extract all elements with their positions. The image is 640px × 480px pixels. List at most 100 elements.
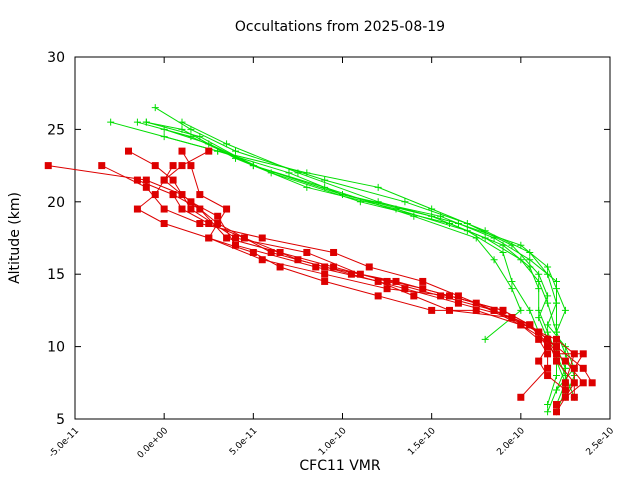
x-tick-label: 1.5e-10 <box>406 426 438 458</box>
data-point <box>151 162 159 170</box>
data-point <box>454 220 462 228</box>
data-point <box>303 248 311 256</box>
x-tick-label: 0.0e+00 <box>136 426 171 461</box>
data-point <box>401 285 409 293</box>
red-profile-series <box>133 176 587 401</box>
data-point <box>526 263 534 271</box>
data-point <box>401 198 409 206</box>
data-point <box>508 285 516 293</box>
y-tick-label: 10 <box>47 340 65 356</box>
data-point <box>570 393 578 401</box>
data-point <box>419 285 427 293</box>
data-point <box>553 299 560 307</box>
data-point <box>178 118 186 126</box>
data-point <box>544 401 552 409</box>
green-profile-series <box>142 118 578 401</box>
data-point <box>526 256 534 264</box>
data-point <box>535 357 543 365</box>
data-point <box>535 306 543 314</box>
data-point <box>535 314 543 322</box>
data-point <box>454 292 462 300</box>
data-point <box>187 133 195 141</box>
data-point <box>356 198 364 206</box>
data-point <box>561 306 569 314</box>
y-tick-label: 20 <box>47 195 65 211</box>
data-point <box>249 162 257 170</box>
data-point <box>374 198 382 206</box>
data-point <box>472 234 480 242</box>
data-point <box>294 256 302 264</box>
data-point <box>553 328 560 336</box>
data-point <box>365 263 373 271</box>
data-point <box>535 270 543 278</box>
data-point <box>214 212 222 220</box>
data-point <box>544 343 552 351</box>
data-point <box>178 125 186 133</box>
data-point <box>472 306 480 314</box>
data-point <box>553 372 560 380</box>
x-tick-label: 2.5e-10 <box>585 426 617 458</box>
green-profile-series <box>133 118 525 343</box>
data-point <box>490 306 498 314</box>
series-line <box>137 121 522 340</box>
data-point <box>258 234 266 242</box>
data-point <box>205 220 213 228</box>
series-line <box>146 121 566 391</box>
x-axis: -5.0e-11 0.0e+00 5.0e-11 1.0e-10 1.5e-10 2.0e… <box>47 57 616 461</box>
data-point <box>561 364 569 372</box>
data-point <box>544 364 552 372</box>
data-point <box>98 162 106 170</box>
data-point <box>544 263 552 271</box>
data-point <box>214 147 222 155</box>
data-point <box>517 393 525 401</box>
data-point <box>490 256 498 264</box>
data-point <box>223 140 231 148</box>
data-point <box>223 234 231 242</box>
data-point <box>553 343 560 351</box>
data-point <box>535 335 543 343</box>
data-point <box>561 379 569 387</box>
data-point <box>142 183 150 191</box>
plot-frame <box>74 56 611 420</box>
data-point <box>187 162 195 170</box>
data-point <box>178 147 186 155</box>
data-point <box>169 162 177 170</box>
data-point <box>463 227 471 235</box>
data-point <box>187 198 195 206</box>
data-point <box>544 321 552 329</box>
data-point <box>526 321 534 329</box>
data-point <box>553 335 560 343</box>
data-point <box>561 357 569 365</box>
x-tick-label: 1.0e-10 <box>317 426 349 458</box>
data-point <box>579 379 587 387</box>
data-point <box>544 328 552 336</box>
data-point <box>232 147 239 155</box>
data-point <box>303 183 311 191</box>
data-point <box>481 335 489 343</box>
data-point <box>544 372 552 380</box>
data-point <box>553 408 560 416</box>
data-point <box>446 306 453 314</box>
data-point <box>544 408 552 416</box>
series-line <box>172 194 557 347</box>
series-line <box>101 165 575 398</box>
red-profile-series <box>44 162 578 416</box>
data-point <box>499 306 507 314</box>
data-point <box>535 328 543 336</box>
data-point <box>517 241 525 249</box>
series-line <box>164 136 575 412</box>
series-layer <box>44 104 596 416</box>
data-point <box>178 162 186 170</box>
data-point <box>374 183 382 191</box>
series-line <box>146 121 575 398</box>
series-line <box>136 165 585 405</box>
data-point <box>410 212 418 220</box>
data-point <box>437 292 445 300</box>
data-point <box>508 314 516 322</box>
data-point <box>249 248 257 256</box>
y-tick-label: 15 <box>47 267 65 283</box>
red-profile-series <box>178 147 552 401</box>
data-point <box>410 292 418 300</box>
data-point <box>508 241 516 249</box>
data-point <box>446 292 453 300</box>
